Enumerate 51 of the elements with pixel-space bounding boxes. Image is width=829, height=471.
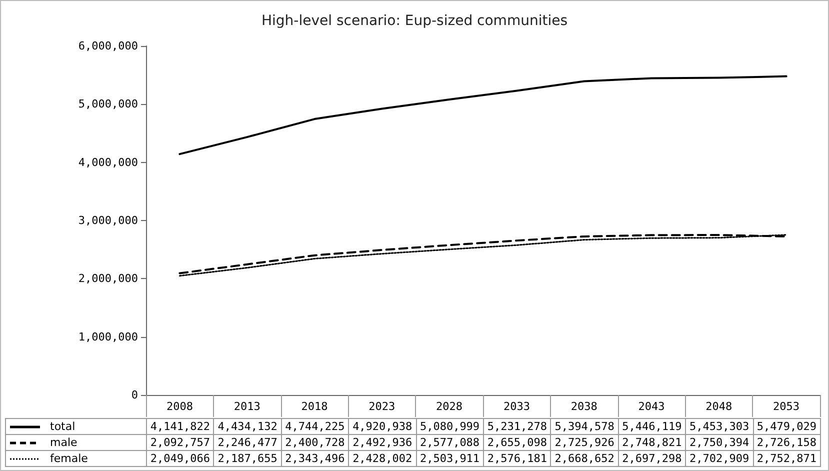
data-label: 4,434,132 xyxy=(214,418,282,434)
data-label: 5,231,278 xyxy=(483,418,551,434)
data-label: 2,576,181 xyxy=(483,450,551,466)
y-tick-label: 3,000,000 xyxy=(78,214,138,227)
y-tick-label: 6,000,000 xyxy=(78,40,138,52)
data-label: 4,141,822 xyxy=(146,418,214,434)
data-label: 5,080,999 xyxy=(416,418,484,434)
x-tick-label: 2033 xyxy=(503,400,530,413)
legend-label: total xyxy=(50,420,76,433)
data-label: 4,920,938 xyxy=(348,418,416,434)
data-label: 2,702,909 xyxy=(686,450,754,466)
x-tick-label: 2048 xyxy=(706,400,732,413)
legend-label: female xyxy=(50,452,88,465)
data-label: 2,668,652 xyxy=(550,450,618,466)
data-label: 2,750,394 xyxy=(686,434,754,450)
y-tick-label: 4,000,000 xyxy=(78,156,138,169)
x-tick-label: 2013 xyxy=(234,400,260,413)
y-tick-label: 0 xyxy=(131,388,138,402)
data-label: 4,744,225 xyxy=(281,418,349,434)
data-label: 5,453,303 xyxy=(686,418,754,434)
data-label: 2,726,158 xyxy=(753,434,820,450)
x-tick-label: 2053 xyxy=(773,400,800,413)
legend-label: male xyxy=(50,436,78,449)
chart-title: High-level scenario: Eup-sized communities xyxy=(261,13,568,29)
y-tick-label: 1,000,000 xyxy=(78,330,138,344)
data-label: 2,343,496 xyxy=(281,450,349,466)
data-label: 2,655,098 xyxy=(483,434,551,450)
data-label: 2,092,757 xyxy=(146,434,214,450)
data-label: 2,492,936 xyxy=(348,434,416,450)
data-label: 2,577,088 xyxy=(416,434,484,450)
x-tick-label: 2023 xyxy=(368,400,396,413)
data-label: 2,428,002 xyxy=(348,450,416,466)
data-label: 5,394,578 xyxy=(550,418,618,434)
data-label: 2,725,926 xyxy=(550,434,618,450)
data-label: 2,049,066 xyxy=(146,450,214,466)
y-tick-label: 5,000,000 xyxy=(78,98,138,111)
data-label: 2,503,911 xyxy=(416,450,484,466)
x-tick-label: 2038 xyxy=(570,400,598,413)
x-tick-label: 2008 xyxy=(166,400,193,413)
x-tick-label: 2028 xyxy=(436,400,463,413)
data-label: 2,748,821 xyxy=(618,434,686,450)
data-label: 2,246,477 xyxy=(214,434,282,450)
y-tick-label: 2,000,000 xyxy=(78,272,138,286)
x-tick-label: 2043 xyxy=(638,400,665,413)
data-label: 2,752,871 xyxy=(753,450,820,466)
data-label: 2,400,728 xyxy=(281,434,349,450)
data-label: 2,187,655 xyxy=(214,450,282,466)
data-label: 2,697,298 xyxy=(618,450,686,466)
data-label: 5,446,119 xyxy=(618,418,686,434)
data-label: 5,479,029 xyxy=(753,418,820,434)
x-tick-label: 2018 xyxy=(301,400,328,413)
